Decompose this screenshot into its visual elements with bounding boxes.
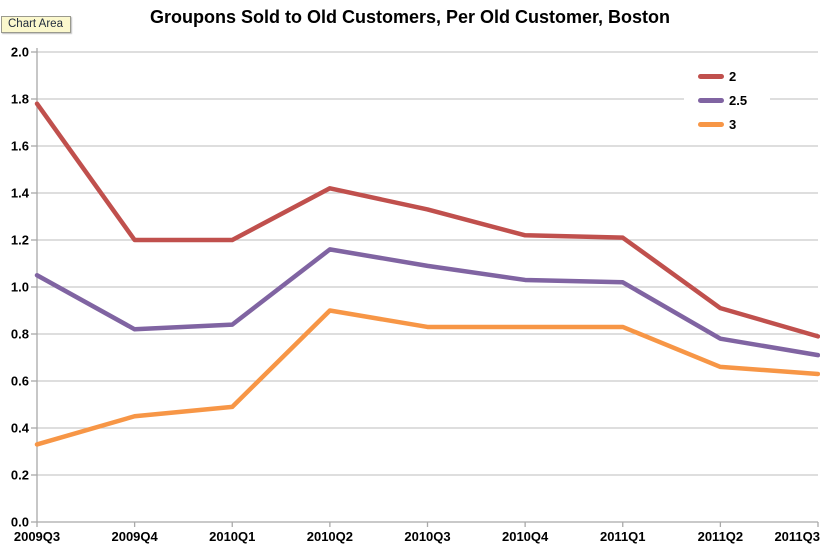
x-axis-label: 2011Q1 [600, 529, 646, 544]
y-axis-label: 1.0 [11, 280, 29, 295]
y-axis-label: 2.0 [11, 45, 29, 60]
series-line-3 [34, 308, 820, 447]
chart-area-tooltip: Chart Area [1, 16, 71, 33]
x-axis-label: 2011Q3 [774, 529, 820, 544]
y-axis-label: 0.0 [11, 515, 29, 530]
y-axis-label: 1.4 [11, 186, 30, 201]
y-axis-label: 0.8 [11, 327, 29, 342]
legend-swatch-orange [698, 121, 724, 127]
y-axis-label: 1.6 [11, 139, 29, 154]
x-axis-label: 2010Q3 [404, 529, 450, 544]
x-axis-label: 2009Q3 [14, 529, 60, 544]
legend-item-series-2[interactable]: 2 [698, 64, 770, 88]
legend-swatch-purple [698, 97, 724, 103]
y-axis-label: 0.2 [11, 468, 29, 483]
legend-label: 2.5 [729, 92, 748, 108]
x-axis-label: 2011Q2 [698, 529, 744, 544]
legend-label: 3 [729, 116, 737, 132]
legend-item-series-3[interactable]: 3 [698, 112, 770, 136]
series-line-2 [34, 101, 820, 339]
chart-title: Groupons Sold to Old Customers, Per Old … [149, 7, 671, 27]
y-axis-label: 0.6 [11, 374, 29, 389]
legend-swatch-red [698, 73, 724, 79]
x-axis-label: 2010Q2 [307, 529, 353, 544]
series-line-2.5 [34, 247, 820, 358]
legend-item-series-2-5[interactable]: 2.5 [698, 88, 770, 112]
chart-legend[interactable]: 2 2.5 3 [684, 61, 770, 139]
y-axis-label: 1.8 [11, 92, 29, 107]
legend-label: 2 [729, 68, 737, 84]
y-axis-label: 0.4 [11, 421, 30, 436]
x-axis-label: 2009Q4 [111, 529, 158, 544]
x-axis-label: 2010Q4 [502, 529, 549, 544]
x-axis-label: 2010Q1 [209, 529, 255, 544]
y-axis-label: 1.2 [11, 233, 29, 248]
